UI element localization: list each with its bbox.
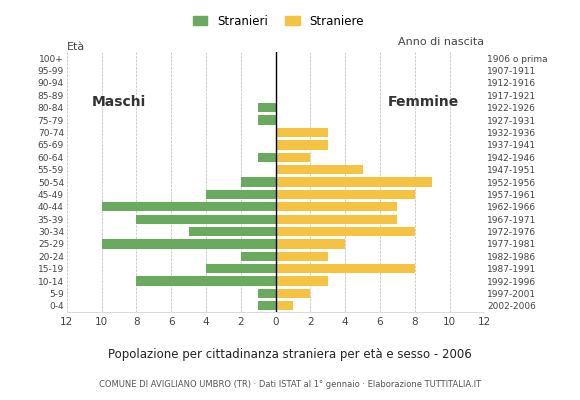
Text: Femmine: Femmine (388, 94, 459, 108)
Bar (258, 116, 276, 125)
Bar (276, 165, 362, 174)
Bar (276, 289, 310, 298)
Bar (188, 227, 276, 236)
Bar (241, 252, 276, 261)
Bar (136, 276, 276, 286)
Bar (276, 202, 397, 212)
Bar (258, 103, 276, 112)
Text: COMUNE DI AVIGLIANO UMBRO (TR) · Dati ISTAT al 1° gennaio · Elaborazione TUTTITA: COMUNE DI AVIGLIANO UMBRO (TR) · Dati IS… (99, 380, 481, 389)
Bar (258, 152, 276, 162)
Bar (206, 264, 276, 273)
Bar (276, 239, 345, 248)
Bar (276, 140, 328, 150)
Bar (276, 190, 415, 199)
Bar (276, 264, 415, 273)
Bar (136, 214, 276, 224)
Text: Età: Età (67, 42, 85, 52)
Bar (258, 289, 276, 298)
Bar (276, 252, 328, 261)
Text: Popolazione per cittadinanza straniera per età e sesso - 2006: Popolazione per cittadinanza straniera p… (108, 348, 472, 361)
Bar (258, 301, 276, 310)
Bar (206, 190, 276, 199)
Legend: Stranieri, Straniere: Stranieri, Straniere (188, 10, 368, 32)
Text: Maschi: Maschi (92, 94, 146, 108)
Bar (276, 276, 328, 286)
Bar (276, 214, 397, 224)
Bar (276, 227, 415, 236)
Bar (102, 202, 276, 212)
Bar (276, 177, 432, 187)
Bar (276, 128, 328, 137)
Bar (276, 152, 310, 162)
Bar (102, 239, 276, 248)
Bar (241, 177, 276, 187)
Text: Anno di nascita: Anno di nascita (398, 37, 484, 47)
Bar (276, 301, 293, 310)
